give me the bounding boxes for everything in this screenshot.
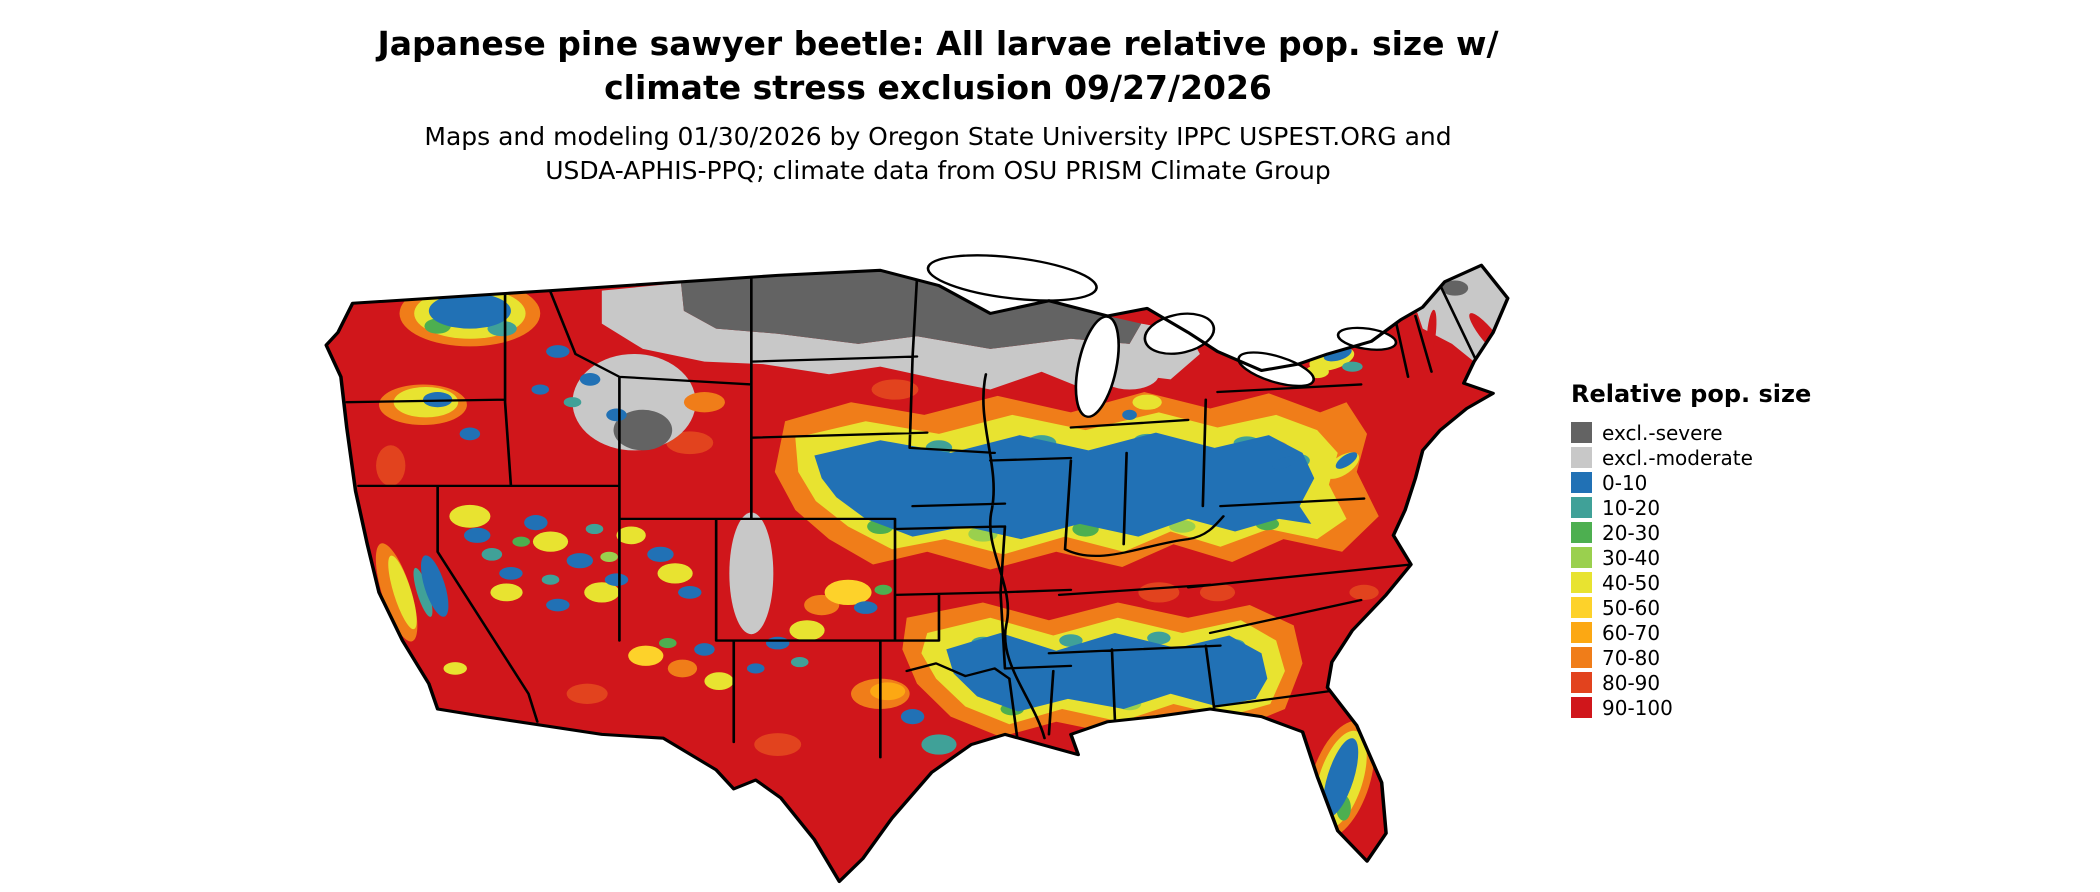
state-borders (345, 274, 1477, 759)
us-map-svg (324, 254, 1510, 883)
legend-item: 50-60 (1571, 595, 1811, 620)
legend-item: 0-10 (1571, 470, 1811, 495)
legend-swatch (1571, 697, 1592, 718)
legend-swatch (1571, 647, 1592, 668)
legend-swatch (1571, 572, 1592, 593)
legend-label: 30-40 (1602, 545, 1661, 570)
legend-item: 90-100 (1571, 695, 1811, 720)
map-region-excl-severe (613, 270, 1469, 451)
map-title-line2: climate stress exclusion 09/27/2026 (604, 68, 1272, 107)
legend-swatch (1571, 597, 1592, 618)
legend-swatch (1571, 622, 1592, 643)
map-subtitle-line2: USDA-APHIS-PPQ; climate data from OSU PR… (545, 156, 1331, 185)
legend-swatch (1571, 422, 1592, 443)
legend-item: 20-30 (1571, 520, 1811, 545)
legend-swatch (1571, 472, 1592, 493)
map-title: Japanese pine sawyer beetle: All larvae … (0, 22, 1876, 110)
legend-item: 40-50 (1571, 570, 1811, 595)
great-lakes (926, 254, 1398, 418)
map-subtitle-line1: Maps and modeling 01/30/2026 by Oregon S… (424, 122, 1452, 151)
legend-item: 60-70 (1571, 620, 1811, 645)
legend-item: 70-80 (1571, 645, 1811, 670)
us-outline (324, 263, 1510, 883)
legend-label: excl.-severe (1602, 420, 1723, 445)
legend-label: 0-10 (1602, 470, 1648, 495)
map-title-line1: Japanese pine sawyer beetle: All larvae … (377, 24, 1499, 63)
legend-label: excl.-moderate (1602, 445, 1753, 470)
map-legend: Relative pop. size excl.-severe excl.-mod… (1571, 380, 1811, 720)
legend-item: 30-40 (1571, 545, 1811, 570)
legend-swatch (1571, 672, 1592, 693)
legend-item: 10-20 (1571, 495, 1811, 520)
legend-swatch (1571, 447, 1592, 468)
legend-swatch (1571, 497, 1592, 518)
legend-label: 90-100 (1602, 695, 1673, 720)
us-map (250, 212, 1540, 884)
map-region-80-90-texture (376, 379, 1379, 756)
legend-item: excl.-moderate (1571, 445, 1811, 470)
legend-item: excl.-severe (1571, 420, 1811, 445)
legend-label: 60-70 (1602, 620, 1661, 645)
legend-label: 40-50 (1602, 570, 1661, 595)
legend-label: 80-90 (1602, 670, 1661, 695)
legend-label: 50-60 (1602, 595, 1661, 620)
legend-title: Relative pop. size (1571, 380, 1812, 408)
legend-label: 10-20 (1602, 495, 1661, 520)
legend-swatch (1571, 547, 1592, 568)
legend-items: excl.-severe excl.-moderate 0-10 10-20 20-30… (1571, 420, 1811, 720)
legend-label: 70-80 (1602, 645, 1661, 670)
legend-item: 80-90 (1571, 670, 1811, 695)
legend-swatch (1571, 522, 1592, 543)
legend-label: 20-30 (1602, 520, 1661, 545)
lake-superior (926, 254, 1098, 302)
map-subtitle: Maps and modeling 01/30/2026 by Oregon S… (0, 120, 1876, 188)
lake-huron (1143, 312, 1216, 355)
